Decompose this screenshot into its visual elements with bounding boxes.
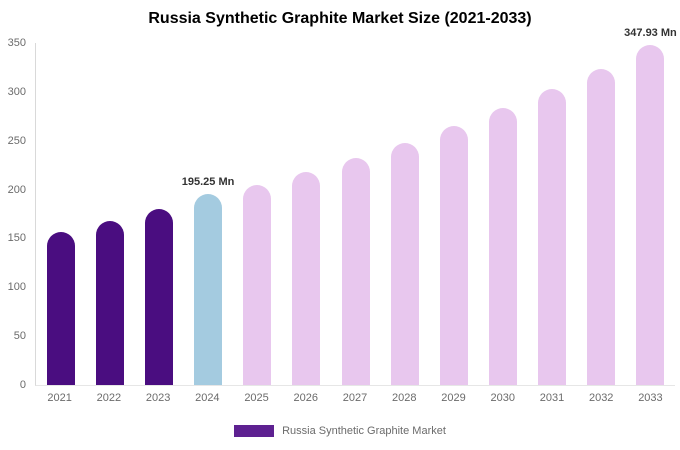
bar-2022 [95,220,124,385]
y-tick-350: 350 [7,37,26,49]
x-tick-2025: 2025 [244,392,269,404]
bar-2024 [194,194,223,385]
bar-slot-2023 [134,43,183,385]
y-tick-250: 250 [7,134,26,147]
bar-2030 [488,108,517,385]
y-axis: 0 50 100 150 200 250 300 350 [0,37,30,391]
bar-annotation-2024: 195.25 Mn [181,176,235,189]
x-tick-2024: 2024 [195,392,220,404]
x-tick-2027: 2027 [342,392,368,404]
bar-2031 [538,88,567,385]
x-tick-2023: 2023 [145,392,171,404]
x-tick-2031: 2031 [539,392,565,404]
bar-slot-2030 [478,43,527,385]
bar-2026 [292,171,321,385]
x-tick-2026: 2026 [293,392,319,404]
bar-slot-2031 [528,43,577,385]
legend-label: Russia Synthetic Graphite Market [282,425,446,437]
y-tick-0: 0 [19,379,26,391]
bar-slot-2028 [380,43,429,385]
bar-slot-2033: 347.93 Mn [624,27,677,385]
y-tick-300: 300 [7,85,26,98]
x-tick-2030: 2030 [490,392,515,404]
y-tick-100: 100 [7,281,26,294]
y-tick-50: 50 [13,330,26,343]
bar-2029 [439,126,468,385]
bar-2032 [587,69,616,385]
legend-swatch [234,425,275,437]
bar-slot-2022 [85,43,134,385]
y-tick-200: 200 [7,183,26,196]
bar-slot-2021 [36,43,85,385]
bar-slot-2027 [331,43,380,385]
chart-title: Russia Synthetic Graphite Market Size (2… [148,10,532,27]
bar-slot-2029 [429,43,478,385]
bar-2028 [390,142,419,385]
bar-2027 [341,158,370,385]
bar-slot-2024: 195.25 Mn [181,43,235,385]
x-tick-2033: 2033 [638,392,663,404]
x-axis: 2021 2022 2023 2024 2025 2026 2027 2028 2029 2030… [35,392,675,404]
x-tick-2022: 2022 [96,392,122,404]
x-tick-2021: 2021 [47,392,72,404]
bar-2025 [243,184,272,385]
plot-area: 195.25 Mn 347.93 Mn [35,27,677,386]
x-tick-2029: 2029 [441,392,466,404]
bar-2021 [46,231,75,385]
y-tick-150: 150 [7,232,26,245]
bar-slot-2032 [577,43,626,385]
bar-2033 [636,45,665,385]
bar-2023 [144,209,173,385]
bar-slot-2026 [282,43,331,385]
bar-slot-2025 [233,43,282,385]
legend: Russia Synthetic Graphite Market [0,425,680,437]
x-tick-2032: 2032 [588,392,614,404]
bar-annotation-2033: 347.93 Mn [624,27,677,40]
x-tick-2028: 2028 [392,392,417,404]
